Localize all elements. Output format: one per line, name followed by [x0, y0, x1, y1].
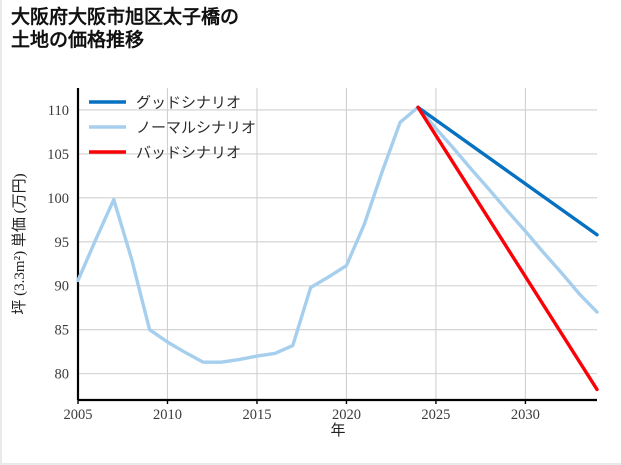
- y-tick-label: 85: [55, 323, 70, 339]
- y-tick-label: 110: [48, 103, 69, 119]
- x-tick-label: 2010: [153, 407, 182, 423]
- y-axis-title: 坪 (3.3m²) 単価 (万円): [11, 173, 28, 314]
- series-line-good: [416, 105, 599, 237]
- x-tick-label: 2030: [511, 407, 540, 423]
- y-tick-label: 105: [47, 147, 69, 163]
- legend-label: ノーマルシナリオ: [136, 121, 256, 137]
- x-tick-label: 2025: [421, 407, 450, 423]
- series-line-normal: [76, 105, 599, 364]
- x-tick-label: 2020: [332, 407, 361, 423]
- y-tick-label: 100: [47, 191, 69, 207]
- legend-label: バッドシナリオ: [136, 146, 241, 162]
- page-title: 大阪府大阪市旭区太子橋の 土地の価格推移: [11, 7, 240, 52]
- x-axis-tick-labels: 2005 2010 2015 2020 2025 2030: [64, 407, 540, 423]
- data-series-group: [76, 105, 599, 392]
- legend-label: グッドシナリオ: [136, 95, 241, 112]
- x-tick-label: 2015: [242, 407, 271, 423]
- y-tick-label: 90: [55, 279, 70, 295]
- x-tick-label: 2005: [64, 407, 93, 423]
- y-axis-tick-labels: 80 85 90 95 100 105 110: [47, 103, 69, 383]
- x-axis-title: 年: [330, 422, 345, 439]
- series-line-bad: [416, 105, 599, 392]
- y-tick-label: 80: [55, 367, 70, 383]
- y-tick-label: 95: [55, 235, 70, 251]
